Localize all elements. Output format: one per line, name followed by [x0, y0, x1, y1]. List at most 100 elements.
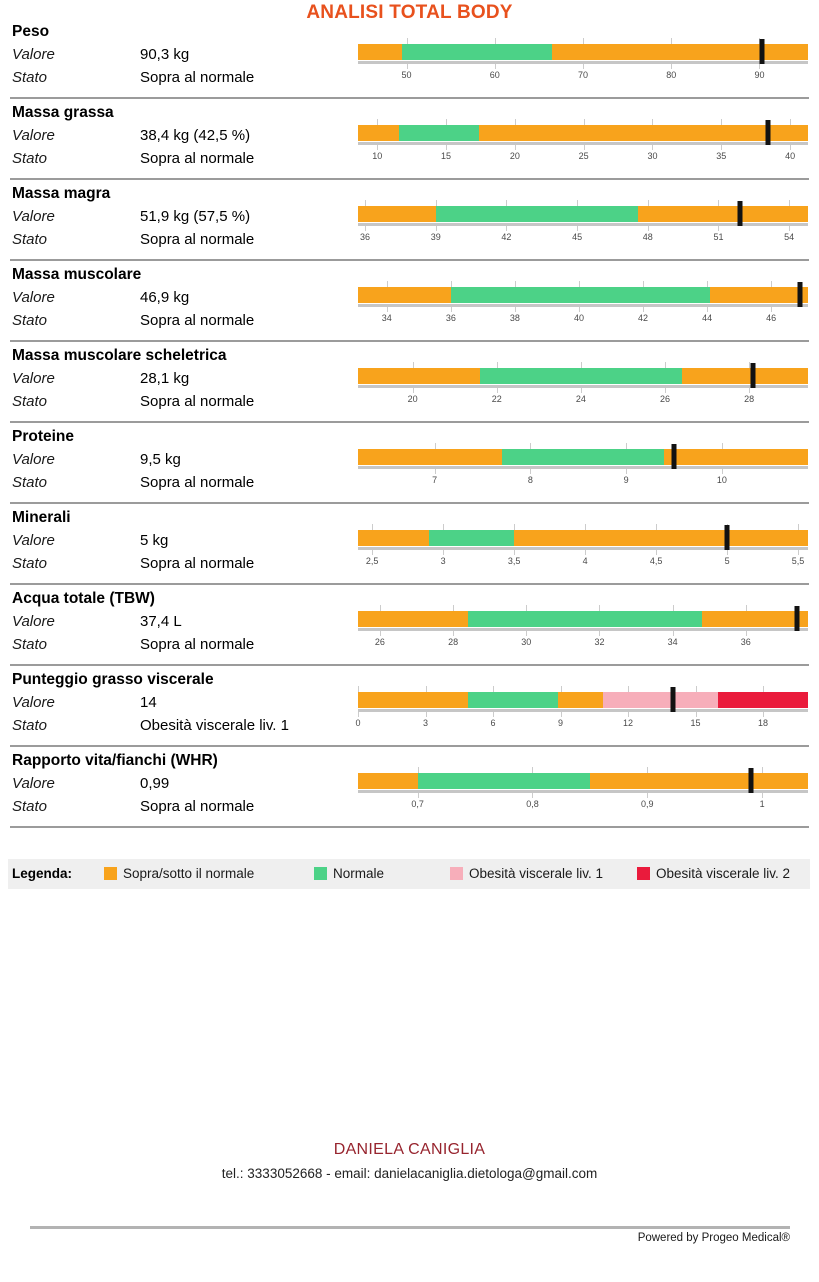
metric-value: 28,1 kg: [140, 370, 190, 387]
metric-section: Massa grassa Valore 38,4 kg (42,5 %) Stat…: [10, 99, 809, 180]
tick-line: [377, 119, 379, 125]
tick-line: [583, 119, 585, 125]
tick-line: [412, 388, 414, 393]
bar-segment-green: [417, 773, 590, 789]
tick-line: [647, 200, 649, 206]
tick-label: 1: [759, 799, 765, 809]
value-row: Valore 90,3 kg: [12, 43, 809, 66]
status-row: Stato Sopra al normale: [12, 552, 809, 575]
metric-name: Proteine: [12, 428, 75, 445]
tick-line: [453, 605, 455, 611]
tick-line: [583, 38, 584, 44]
tick-label: 4,5: [649, 556, 663, 566]
value-marker: [671, 444, 677, 469]
bar-segment-orange: [358, 368, 480, 384]
status-row: Stato Sopra al normale: [12, 471, 809, 494]
bar-segment-orange: [358, 125, 400, 141]
tick-line: [721, 119, 723, 125]
tick-line: [450, 307, 452, 312]
tick-label: 28: [744, 394, 755, 404]
tick-label: 10: [372, 151, 383, 161]
metric-section: Peso Valore 90,3 kg Stato Sopra al normale…: [10, 18, 809, 99]
status-row: Stato Sopra al normale: [12, 390, 809, 413]
tick-line: [514, 550, 516, 555]
tick-line: [406, 64, 408, 69]
range-bar-chart: 26 28 30 32 34 36: [358, 605, 808, 653]
page-title: ANALISI TOTAL BODY: [306, 2, 513, 23]
tick-line: [628, 686, 629, 692]
tick-line: [643, 307, 645, 312]
tick-line: [721, 469, 723, 474]
value-marker: [748, 768, 754, 793]
tick-label: 35: [716, 151, 727, 161]
value-row: Valore 14: [12, 691, 809, 714]
value-marker: [765, 120, 771, 145]
value-row: Valore 37,4 L: [12, 610, 809, 633]
status-row: Stato Sopra al normale: [12, 633, 809, 656]
metric-name: Massa grassa: [12, 104, 114, 121]
stato-label: Stato: [12, 474, 48, 491]
tick-line: [763, 712, 764, 717]
value-marker: [759, 39, 765, 64]
tick-line: [656, 524, 658, 530]
tick-label: 2,5: [365, 556, 379, 566]
tick-line: [798, 550, 800, 555]
tick-line: [417, 793, 419, 798]
metric-name: Rapporto vita/fianchi (WHR): [12, 752, 218, 769]
tick-line: [665, 388, 666, 393]
tick-label: 0: [355, 718, 361, 728]
tick-line: [578, 281, 580, 287]
tick-line: [577, 200, 579, 206]
tick-line: [656, 550, 658, 555]
tick-line: [643, 281, 645, 287]
tick-line: [789, 226, 791, 231]
metric-status: Sopra al normale: [140, 798, 255, 815]
metric-value: 90,3 kg: [140, 46, 190, 63]
tick-label: 7: [432, 475, 438, 485]
tick-line: [372, 550, 374, 555]
tick-label: 26: [659, 394, 671, 404]
metric-name: Peso: [12, 23, 50, 40]
tick-label: 38: [509, 313, 520, 323]
tick-line: [749, 362, 751, 368]
tick-line: [358, 712, 359, 717]
tick-line: [721, 145, 723, 150]
status-row: Stato Sopra al normale: [12, 147, 809, 170]
tick-line: [647, 767, 649, 773]
metric-section: Massa muscolare scheletrica Valore 28,1 k…: [10, 342, 809, 423]
footer-practitioner-name: DANIELA CANIGLIA: [333, 1141, 486, 1158]
value-marker: [797, 282, 803, 307]
tick-line: [377, 145, 379, 150]
bar-segment-green: [450, 287, 711, 303]
bar-segment-green: [428, 530, 515, 546]
tick-line: [526, 605, 528, 611]
tick-line: [434, 469, 436, 474]
tick-line: [443, 550, 445, 555]
bar-segment-orange: [358, 449, 502, 465]
metric-section: Acqua totale (TBW) Valore 37,4 L Stato Sop…: [10, 585, 809, 666]
tick-line: [446, 145, 448, 150]
legend-label: Obesità viscerale liv. 1: [469, 866, 604, 881]
bar-segment-orange: [552, 44, 808, 60]
tick-line: [493, 686, 494, 692]
tick-line: [514, 524, 516, 530]
tick-line: [372, 524, 374, 530]
value-marker: [670, 687, 676, 712]
bar-segment-orange: [701, 611, 808, 627]
metric-section: Proteine Valore 9,5 kg Stato Sopra al norm…: [10, 423, 809, 504]
tick-line: [647, 226, 649, 231]
bar-segment-green: [468, 692, 559, 708]
range-bar-chart: 7 8 9 10: [358, 443, 808, 491]
tick-line: [412, 362, 414, 368]
bar-segment-orange: [681, 368, 808, 384]
tick-line: [425, 686, 427, 692]
metric-name: Punteggio grasso viscerale: [12, 671, 214, 688]
metric-status: Sopra al normale: [140, 474, 255, 491]
tick-label: 15: [690, 718, 701, 728]
metric-section: Punteggio grasso viscerale Valore 14 Stat…: [10, 666, 809, 747]
valore-label: Valore: [12, 694, 55, 711]
tick-line: [514, 145, 516, 150]
tick-line: [789, 200, 791, 206]
tick-line: [530, 469, 532, 474]
bar-segment-green: [479, 368, 682, 384]
